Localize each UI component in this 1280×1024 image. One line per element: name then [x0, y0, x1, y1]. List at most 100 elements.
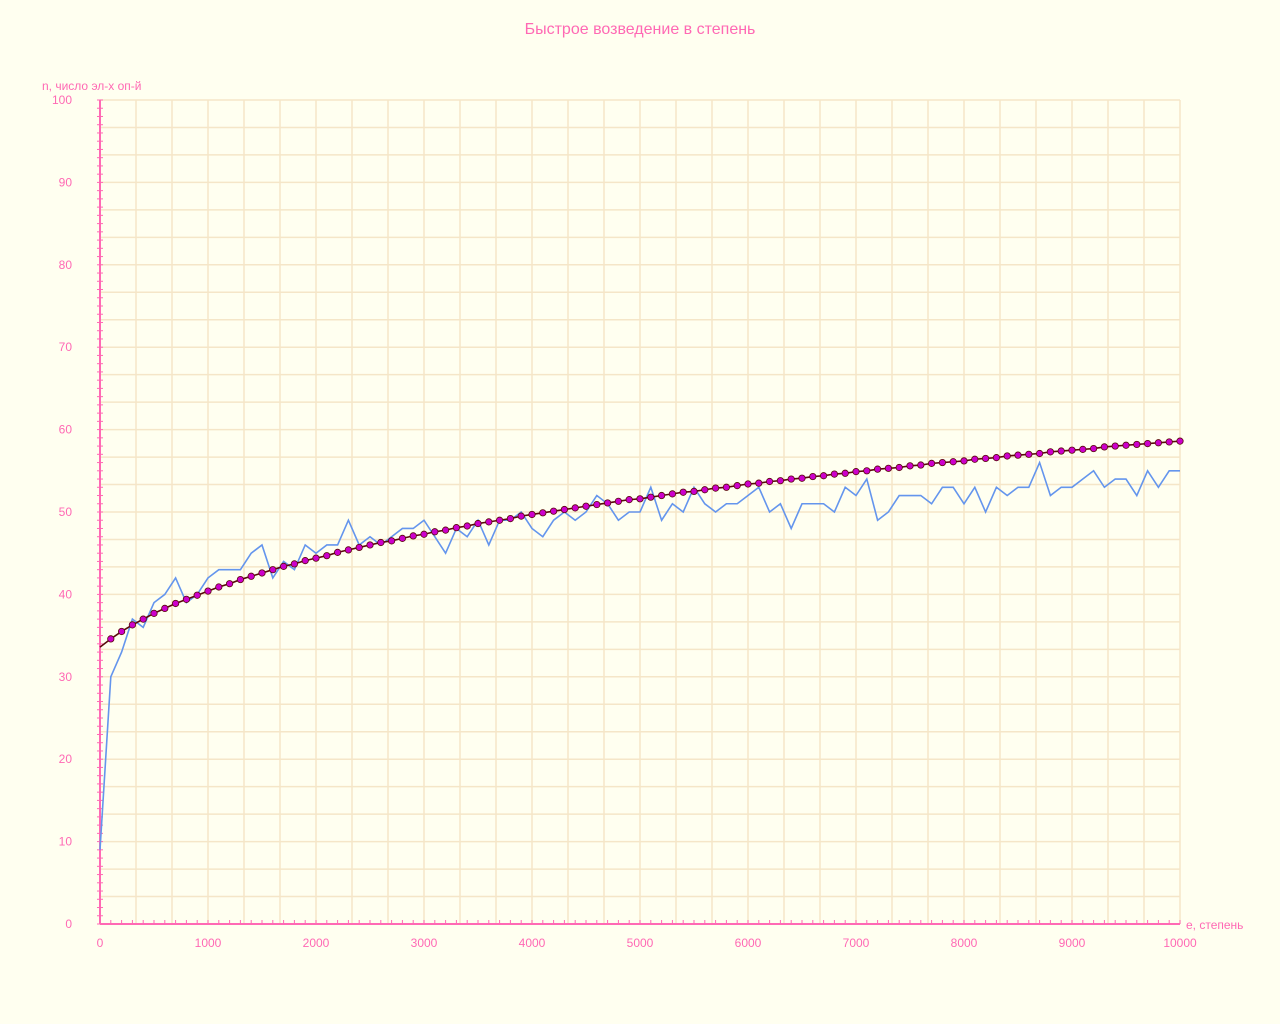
plot-area — [99, 437, 1184, 850]
x-axis-label: e, степень — [1186, 918, 1243, 932]
fit-point — [798, 474, 806, 482]
fit-point — [528, 510, 536, 519]
fit-point — [582, 502, 590, 510]
fit-point — [495, 516, 504, 524]
chart-title: Быстрое возведение в степень — [525, 21, 756, 38]
fit-point — [236, 575, 244, 584]
fit-point — [258, 569, 266, 577]
fit-point — [323, 552, 331, 560]
fit-point — [441, 526, 450, 534]
fit-point — [355, 543, 363, 552]
fit-point — [1079, 445, 1087, 453]
fit-point — [593, 500, 601, 509]
fit-point — [1068, 446, 1076, 454]
fit-point — [539, 509, 547, 517]
fit-point — [755, 479, 763, 487]
fit-point — [204, 587, 212, 595]
fit-point — [884, 464, 893, 472]
y-tick-label: 70 — [59, 340, 73, 354]
fit-point — [830, 470, 839, 478]
y-tick-label: 80 — [59, 258, 73, 272]
fit-point — [603, 499, 612, 507]
fit-point — [873, 465, 882, 473]
fit-point — [107, 635, 115, 643]
y-axis-label: n, число эл-х оп-й — [42, 79, 142, 93]
fit-point — [333, 548, 342, 556]
fit-point — [679, 488, 687, 496]
fit-point — [161, 604, 169, 613]
fit-point — [690, 487, 698, 495]
fit-point — [971, 455, 979, 463]
y-tick-label: 0 — [65, 917, 72, 931]
fit-point — [1036, 449, 1044, 458]
fit-point — [1154, 439, 1163, 447]
fit-point — [722, 483, 731, 491]
fit-point — [279, 562, 288, 570]
y-tick-label: 50 — [59, 505, 73, 519]
fit-point — [485, 518, 493, 526]
y-tick-label: 10 — [59, 835, 73, 849]
x-tick-label: 1000 — [195, 936, 222, 950]
fit-point — [571, 504, 579, 512]
fit-point — [387, 537, 396, 545]
fit-point — [226, 580, 234, 588]
fit-point — [906, 462, 914, 470]
y-tick-label: 40 — [59, 587, 73, 601]
y-tick-label: 20 — [59, 752, 73, 766]
fit-point — [711, 484, 720, 492]
fit-point — [1057, 447, 1065, 455]
fit-point — [172, 599, 180, 608]
fit-point — [657, 491, 666, 500]
fit-point — [247, 572, 255, 580]
fit-point — [992, 454, 1001, 462]
fit-point — [938, 458, 947, 467]
fit-point — [636, 495, 644, 503]
y-tick-label: 60 — [59, 423, 73, 437]
fit-point — [1014, 451, 1022, 459]
fit-point — [787, 475, 795, 483]
fit-point — [852, 468, 860, 476]
fit-point — [312, 554, 320, 562]
x-tick-label: 3000 — [411, 936, 438, 950]
fit-point — [819, 472, 828, 480]
fit-point — [118, 627, 126, 636]
fit-point — [420, 530, 428, 538]
fit-point — [841, 469, 849, 477]
fit-point — [809, 472, 817, 481]
fit-point — [182, 595, 190, 603]
fit-point — [1122, 441, 1130, 449]
fit-point — [463, 522, 471, 530]
fit-point — [560, 505, 569, 514]
fit-point — [409, 532, 417, 540]
fit-point — [517, 512, 525, 520]
fit-point — [128, 621, 136, 629]
fit-point — [290, 560, 298, 568]
x-tick-label: 2000 — [303, 936, 330, 950]
fit-point — [1133, 440, 1141, 449]
fit-point — [1046, 448, 1055, 456]
fit-point — [1003, 452, 1011, 460]
y-tick-label: 30 — [59, 670, 73, 684]
fit-point — [1025, 450, 1033, 458]
fit-point — [1176, 437, 1184, 445]
fit-point — [1165, 438, 1173, 446]
fit-point — [668, 490, 677, 498]
fit-point — [776, 477, 785, 485]
x-tick-label: 8000 — [951, 936, 978, 950]
fit-point — [431, 528, 439, 536]
y-tick-label: 100 — [52, 93, 72, 107]
fit-point — [139, 615, 147, 623]
fit-point — [377, 538, 385, 547]
fit-point — [625, 496, 633, 504]
x-tick-label: 6000 — [735, 936, 762, 950]
fit-point — [215, 583, 223, 591]
fit-point — [647, 493, 655, 501]
fit-point — [765, 477, 774, 486]
fit-point — [863, 467, 871, 475]
x-tick-label: 7000 — [843, 936, 870, 950]
fit-point — [614, 497, 623, 505]
fit-point — [1144, 440, 1152, 448]
fit-point — [150, 609, 158, 617]
fit-point — [927, 459, 936, 467]
